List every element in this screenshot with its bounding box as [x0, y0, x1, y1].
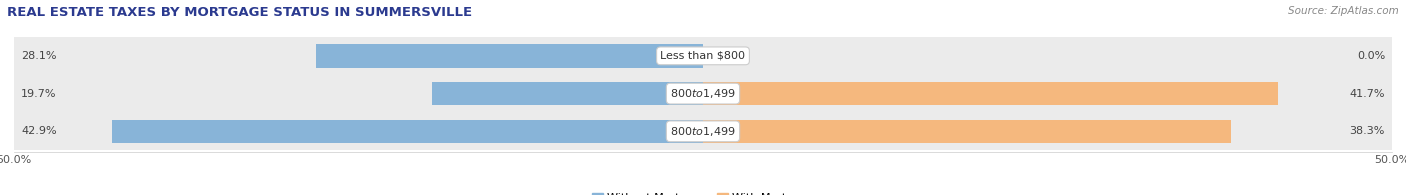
- Text: 38.3%: 38.3%: [1350, 126, 1385, 136]
- Bar: [703, 82, 1278, 105]
- Text: 0.0%: 0.0%: [1357, 51, 1385, 61]
- Bar: [14, 37, 1392, 75]
- Bar: [703, 120, 1230, 143]
- Text: $800 to $1,499: $800 to $1,499: [671, 125, 735, 138]
- Text: 42.9%: 42.9%: [21, 126, 56, 136]
- Text: 28.1%: 28.1%: [21, 51, 56, 61]
- Bar: [14, 113, 1392, 115]
- Text: $800 to $1,499: $800 to $1,499: [671, 87, 735, 100]
- Legend: Without Mortgage, With Mortgage: Without Mortgage, With Mortgage: [588, 188, 818, 195]
- Text: Source: ZipAtlas.com: Source: ZipAtlas.com: [1288, 6, 1399, 16]
- Bar: [432, 82, 703, 105]
- Text: Less than $800: Less than $800: [661, 51, 745, 61]
- Bar: [14, 113, 1392, 150]
- Bar: [112, 120, 703, 143]
- Text: REAL ESTATE TAXES BY MORTGAGE STATUS IN SUMMERSVILLE: REAL ESTATE TAXES BY MORTGAGE STATUS IN …: [7, 6, 472, 19]
- Bar: [14, 75, 1392, 77]
- Text: 19.7%: 19.7%: [21, 89, 56, 99]
- Text: 41.7%: 41.7%: [1350, 89, 1385, 99]
- Bar: [316, 44, 703, 67]
- Bar: [14, 75, 1392, 113]
